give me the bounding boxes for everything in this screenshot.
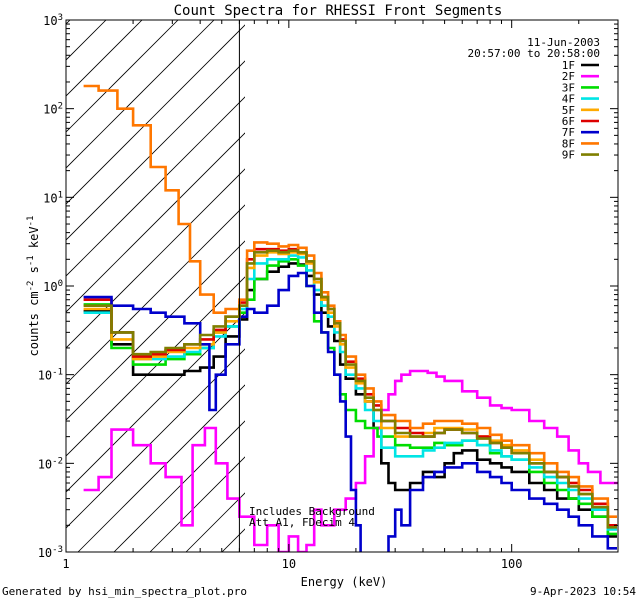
series-3F [83,258,617,536]
hatch-line [66,20,215,169]
legend-label-9F: 9F [562,149,575,162]
series-7F [83,271,617,552]
axis-ticks: 10-3 10-2 10-1 100 101 102 103 10 100 1 [38,13,619,571]
legend-label-2F: 2F [562,70,575,83]
x-tick-label: 1 [62,557,69,571]
annotation-attenuator: Att A1, FDecim 4 [249,516,355,529]
hatch-line [366,0,640,552]
y-label-exp-2: -1 [26,255,36,266]
hatch-line [66,96,245,277]
y-axis-label: counts cm-2 s-1 keV-1 [26,216,41,357]
chart-title: Count Spectra for RHESSI Front Segments [174,3,503,19]
y-label-exp-1: -2 [26,281,36,292]
hatch-line [66,204,245,385]
observation-date: 11-Jun-2003 [527,36,600,49]
legend-label-7F: 7F [562,126,575,139]
legend-label-8F: 8F [562,137,575,150]
y-tick-label: 10-2 [38,456,63,471]
hatch-line [77,384,245,552]
series-1F [83,262,617,538]
background-hatch-region [66,0,640,552]
y-label-exp-3: -1 [26,216,36,227]
hatch-line [66,60,245,241]
y-label-part-2: s [27,266,41,280]
legend-label-3F: 3F [562,81,575,94]
legend-label-6F: 6F [562,115,575,128]
x-tick-label: 10 [282,557,296,571]
hatch-line [66,168,245,349]
hatch-line [113,420,245,552]
legend-label-4F: 4F [562,93,575,106]
y-tick-label: 103 [43,13,63,28]
series-9F [83,249,617,529]
hatch-line [66,20,143,97]
annotation-background: Includes Background [249,505,375,518]
hatch-line [66,24,245,205]
hatch-line [221,528,245,552]
y-tick-label: 100 [43,279,63,294]
legend-label-1F: 1F [562,59,575,72]
x-tick-label: 100 [501,557,523,571]
series-8F [83,84,617,518]
y-tick-label: 102 [43,102,63,117]
y-label-part-1: counts cm [27,291,41,356]
hatch-line [330,0,640,552]
spectra-series-group [83,84,618,552]
y-label-part-3: keV [27,226,41,255]
hatch-line [438,0,640,552]
y-tick-label: 10-1 [38,368,63,383]
y-tick-label: 10-3 [38,545,63,560]
y-tick-label: 101 [43,190,63,205]
hatch-line [66,20,71,25]
series-2F [83,369,618,552]
hatch-line [402,0,640,552]
footer-timestamp: 9-Apr-2023 10:54 [530,585,636,598]
hatch-line [66,276,245,457]
legend-label-5F: 5F [562,104,575,117]
x-axis-label: Energy (keV) [301,575,388,589]
hatch-line [66,20,107,61]
hatch-line [66,312,245,493]
hatch-line [66,348,245,529]
hatch-line [66,132,245,313]
footer-generated-by: Generated by hsi_min_spectra_plot.pro [2,585,247,598]
series-5F [83,251,617,527]
observation-time-range: 20:57:00 to 20:58:00 [468,47,600,60]
hatch-line [66,20,179,133]
hatch-line [66,240,245,421]
